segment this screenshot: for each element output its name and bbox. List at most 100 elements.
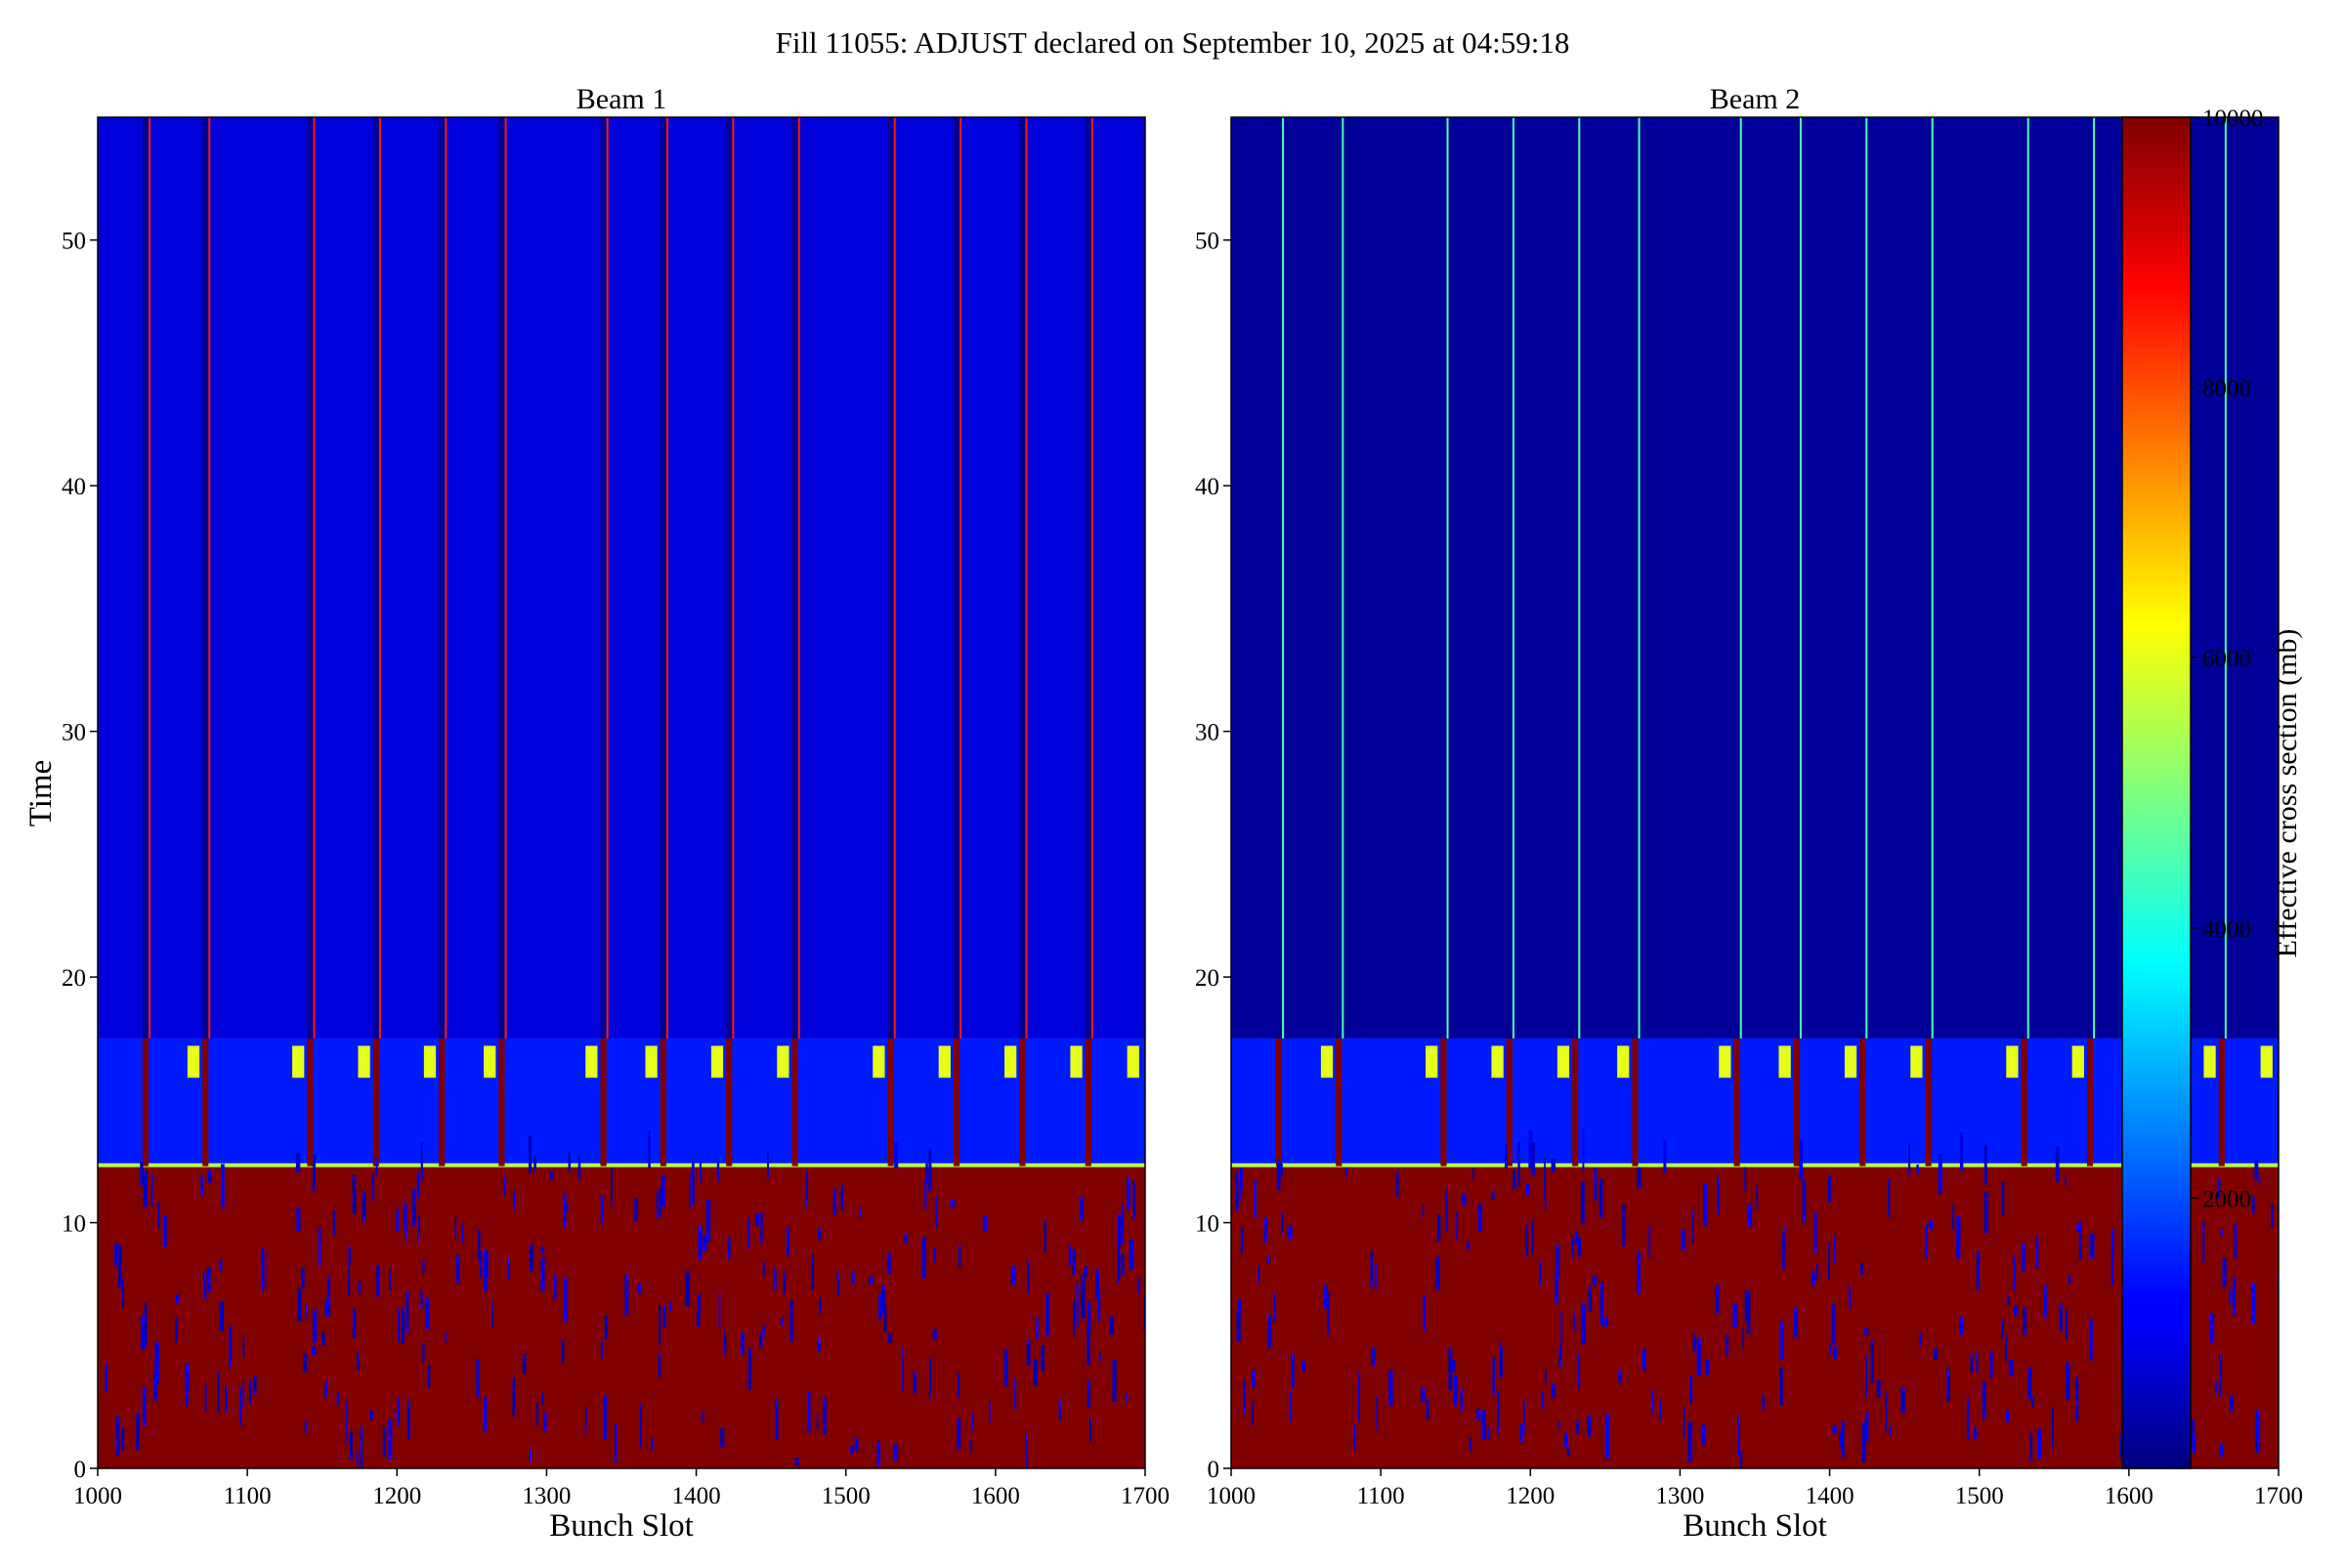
cell-noise bbox=[1689, 1376, 1693, 1404]
cell-gap-spike bbox=[1925, 1038, 1932, 1166]
cell-noise bbox=[1928, 1220, 1934, 1230]
cell-gap-spike bbox=[953, 1038, 960, 1166]
cell-hot-spot bbox=[292, 1045, 305, 1079]
cell-noise bbox=[217, 1371, 220, 1413]
cell-noise bbox=[754, 1212, 760, 1226]
cell-noise bbox=[397, 1398, 401, 1425]
cell-noise bbox=[1976, 1250, 1981, 1290]
cell-noise bbox=[476, 1358, 480, 1398]
cell-leading-stripe bbox=[2224, 117, 2227, 1038]
cell-noise bbox=[185, 1379, 189, 1407]
cell-leading-stripe bbox=[1578, 117, 1581, 1038]
cell-noise bbox=[696, 1312, 701, 1327]
cell-noise bbox=[1531, 1218, 1534, 1255]
cell-noise bbox=[229, 1326, 232, 1368]
cell-noise bbox=[811, 1254, 815, 1291]
cell-noise bbox=[775, 1399, 779, 1441]
cell-noise bbox=[1622, 1205, 1626, 1247]
cell-noise bbox=[1938, 1153, 1942, 1194]
cell-noise bbox=[747, 1217, 750, 1250]
cell-noise bbox=[1087, 1380, 1090, 1408]
cell-noise bbox=[352, 1308, 357, 1338]
cell-gap-column bbox=[887, 117, 894, 1038]
cell-noise bbox=[818, 1228, 822, 1241]
cell-leading-stripe bbox=[149, 117, 151, 1038]
cell-noise bbox=[1782, 1232, 1785, 1270]
cell-noise bbox=[1779, 1368, 1783, 1406]
cell-noise bbox=[312, 1346, 317, 1355]
cell-hot-spot bbox=[1617, 1045, 1630, 1079]
cell-gap-column bbox=[1085, 117, 1091, 1038]
cell-noise bbox=[1599, 1282, 1604, 1326]
x-tick-label: 1400 bbox=[672, 1483, 721, 1509]
cell-noise bbox=[1252, 1401, 1255, 1426]
cell-noise bbox=[659, 1304, 661, 1345]
cell-noise bbox=[204, 1383, 207, 1412]
cell-noise bbox=[1132, 1180, 1135, 1219]
cell-noise bbox=[561, 1338, 565, 1364]
cell-noise bbox=[1555, 1271, 1558, 1304]
cell-gap-column bbox=[1019, 117, 1026, 1038]
cell-noise bbox=[1504, 1143, 1508, 1168]
cell-noise bbox=[2074, 1377, 2079, 1421]
cell-noise bbox=[1301, 1360, 1306, 1372]
cell-noise bbox=[405, 1204, 407, 1241]
cell-noise bbox=[1288, 1225, 1293, 1240]
cell-gap-spike bbox=[439, 1038, 446, 1166]
cell-noise bbox=[324, 1381, 328, 1398]
cell-noise bbox=[1327, 1293, 1330, 1335]
cell-gap-column bbox=[142, 117, 149, 1038]
cell-leading-stripe bbox=[445, 117, 448, 1038]
cell-noise bbox=[1983, 1191, 1988, 1234]
cell-noise bbox=[142, 1386, 147, 1426]
cell-noise bbox=[352, 1174, 357, 1214]
cell-noise bbox=[242, 1335, 245, 1357]
cell-gap-column bbox=[2218, 117, 2225, 1038]
cell-noise bbox=[2006, 1296, 2010, 1305]
y-tick-label: 40 bbox=[62, 474, 86, 500]
cell-noise bbox=[507, 1257, 510, 1280]
cell-noise bbox=[1577, 1237, 1582, 1257]
cell-noise bbox=[301, 1267, 305, 1289]
cell-noise bbox=[416, 1171, 420, 1198]
cell-cloud-band bbox=[98, 1038, 1145, 1166]
cell-noise bbox=[1109, 1316, 1115, 1335]
cell-noise bbox=[883, 1306, 887, 1333]
cell-noise bbox=[2066, 1362, 2070, 1401]
cell-noise bbox=[1833, 1345, 1837, 1360]
cell-noise bbox=[407, 1400, 410, 1440]
cell-noise bbox=[529, 1449, 533, 1462]
cell-noise bbox=[692, 1161, 695, 1206]
cell-noise bbox=[382, 1426, 387, 1458]
colorbar-tick-label: 8000 bbox=[2202, 376, 2251, 403]
y-tick-label: 10 bbox=[62, 1211, 86, 1238]
cell-noise bbox=[1395, 1171, 1399, 1198]
cell-noise bbox=[369, 1410, 373, 1420]
cell-gap-spike bbox=[887, 1038, 894, 1166]
cell-noise bbox=[564, 1204, 569, 1211]
cell-noise bbox=[375, 1157, 378, 1176]
cell-noise bbox=[971, 1413, 974, 1432]
cell-noise bbox=[1989, 1351, 1993, 1378]
cell-noise bbox=[1370, 1250, 1374, 1289]
cell-noise bbox=[661, 1175, 665, 1208]
cell-noise bbox=[807, 1391, 811, 1433]
heatmap-beam-1 bbox=[98, 117, 1145, 1468]
cell-noise bbox=[611, 1167, 613, 1208]
figure-title: Fill 11055: ADJUST declared on September… bbox=[776, 25, 1570, 60]
cell-gap-column bbox=[1733, 117, 1740, 1038]
cell-noise bbox=[1557, 1420, 1560, 1429]
cell-hot-spot bbox=[484, 1045, 496, 1079]
cell-noise bbox=[1358, 1371, 1361, 1382]
cell-noise bbox=[1117, 1243, 1121, 1284]
cell-noise bbox=[760, 1212, 763, 1244]
cell-noise bbox=[1588, 1286, 1592, 1312]
cell-noise bbox=[1919, 1332, 1922, 1346]
cell-noise bbox=[306, 1303, 308, 1320]
cell-noise bbox=[157, 1202, 160, 1229]
cell-noise bbox=[2215, 1380, 2218, 1394]
cell-noise bbox=[1034, 1359, 1038, 1385]
cell-noise bbox=[540, 1392, 543, 1405]
cell-noise bbox=[568, 1152, 571, 1171]
cell-noise bbox=[1692, 1334, 1696, 1352]
